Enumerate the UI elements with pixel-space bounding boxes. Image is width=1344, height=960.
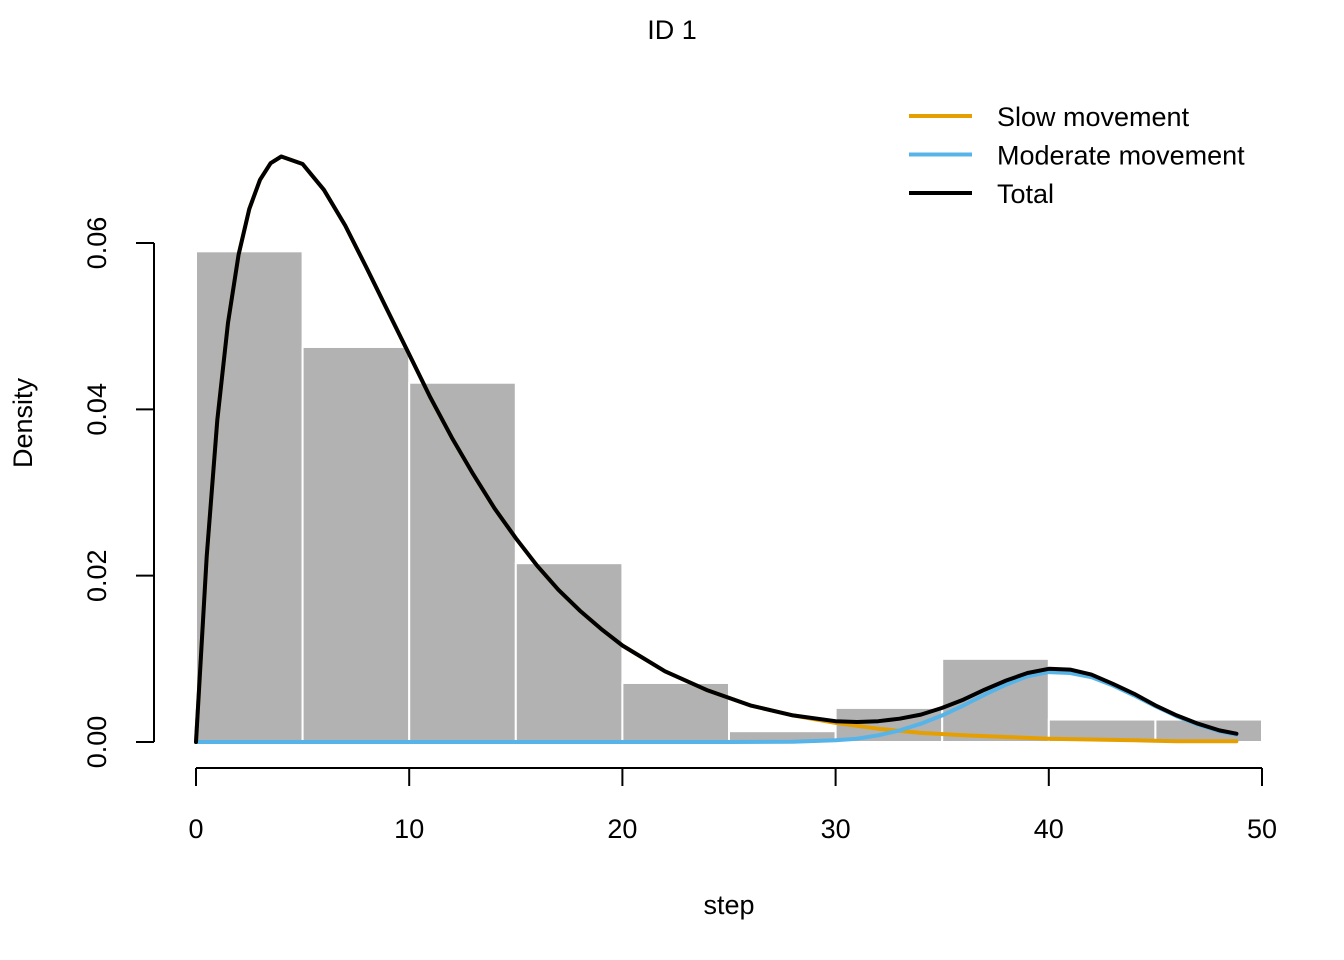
legend-label: Moderate movement: [997, 141, 1245, 171]
x-tick-label: 40: [1034, 814, 1064, 844]
legend-label: Total: [997, 179, 1054, 209]
histogram-bar: [1154, 718, 1264, 743]
x-axis: 0 10 20 30 40 50: [188, 767, 1277, 844]
y-axis: 0.00 0.02 0.04 0.06: [82, 217, 155, 769]
series-line-total: [194, 154, 1239, 744]
histogram-bar: [408, 381, 517, 743]
x-tick-label: 30: [821, 814, 851, 844]
x-tick-label: 0: [188, 814, 203, 844]
x-tick-label: 10: [394, 814, 424, 844]
y-tick-label: 0.02: [82, 549, 112, 602]
histogram-bar: [301, 345, 411, 743]
y-tick-label: 0.04: [82, 383, 112, 436]
x-axis-label: step: [703, 890, 754, 920]
histogram-bar: [195, 250, 304, 743]
legend-label: Slow movement: [997, 102, 1190, 132]
y-tick-label: 0.06: [82, 217, 112, 270]
density-curves: [194, 154, 1239, 744]
x-tick-label: 50: [1247, 814, 1277, 844]
x-tick-label: 20: [607, 814, 637, 844]
histogram-bar: [514, 562, 624, 743]
chart-title: ID 1: [647, 15, 697, 45]
y-tick-label: 0.00: [82, 716, 112, 769]
y-axis-label: Density: [8, 377, 38, 468]
histogram-bars: [195, 250, 1264, 744]
legend: Slow movement Moderate movement Total: [909, 102, 1245, 209]
